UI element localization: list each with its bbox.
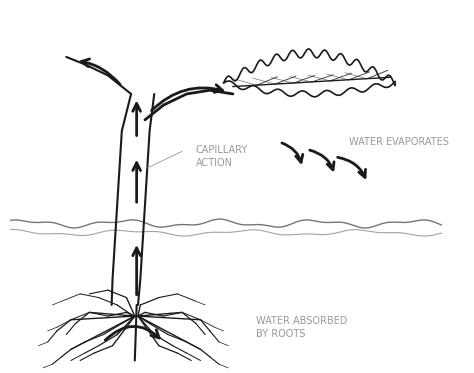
Text: WATER ABSORBED
BY ROOTS: WATER ABSORBED BY ROOTS bbox=[256, 316, 347, 339]
Text: WATER EVAPORATES: WATER EVAPORATES bbox=[349, 137, 449, 147]
Text: CAPILLARY
ACTION: CAPILLARY ACTION bbox=[196, 145, 248, 169]
